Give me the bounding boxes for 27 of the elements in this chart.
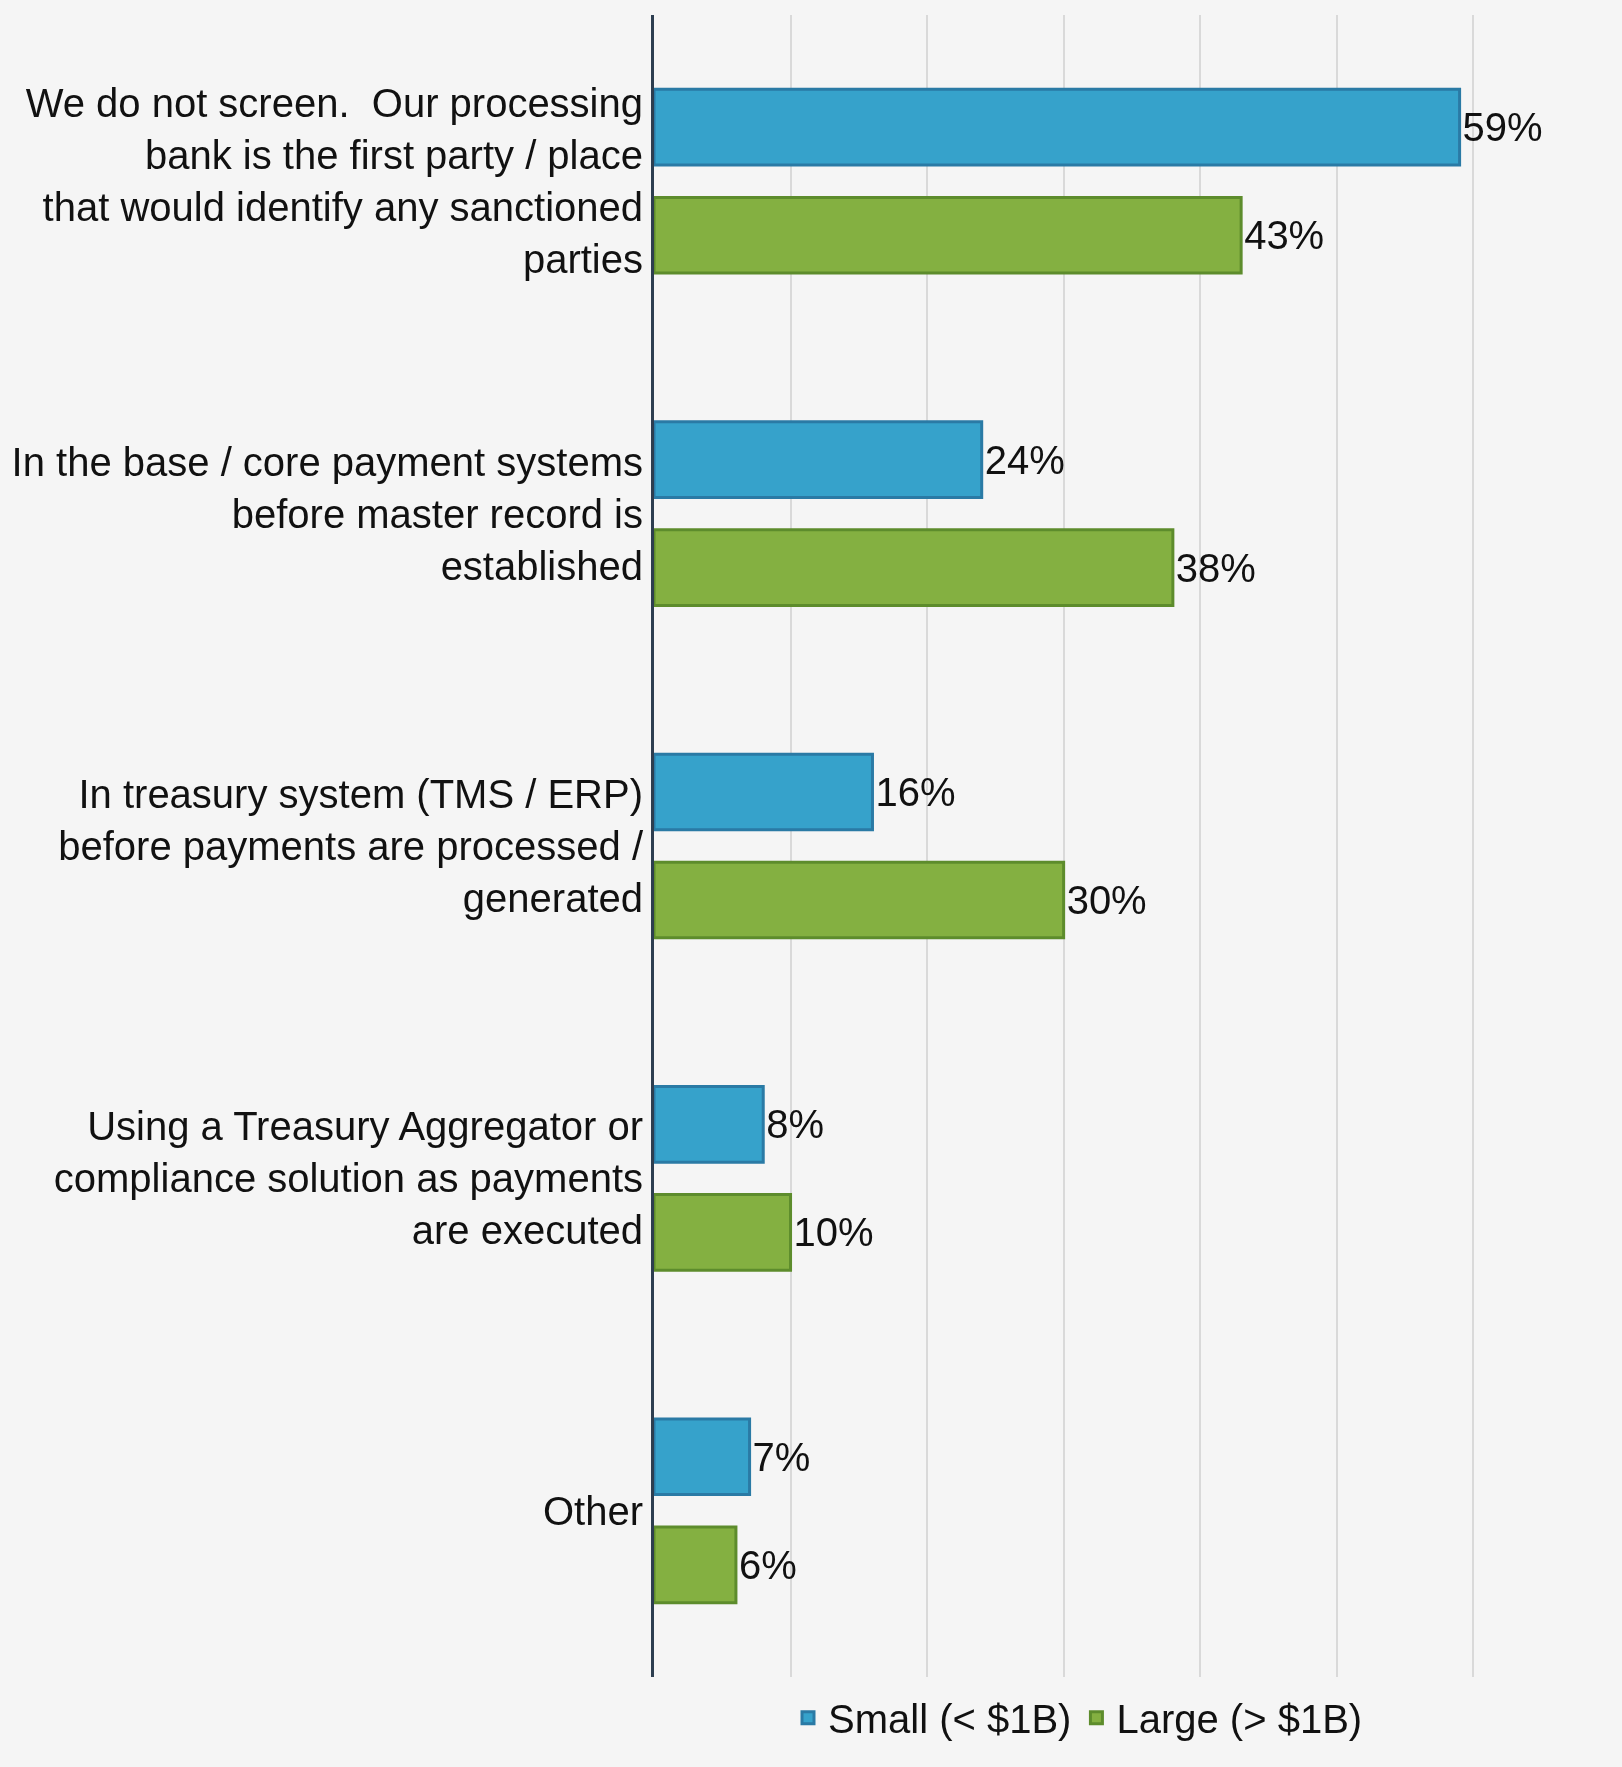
legend-label: Small (< $1B) bbox=[828, 1697, 1072, 1742]
bar bbox=[654, 752, 874, 832]
data-label: 16% bbox=[875, 769, 956, 814]
data-label: 10% bbox=[793, 1210, 874, 1255]
bar bbox=[654, 87, 1462, 167]
data-label: 43% bbox=[1244, 213, 1325, 258]
y-tick-label: Other bbox=[542, 1488, 643, 1533]
bar bbox=[654, 860, 1066, 940]
bar bbox=[654, 1085, 765, 1164]
bar bbox=[654, 1417, 752, 1497]
y-tick-label: We do not screen. Our processing bank is the first party / place that would identify any sanctioned parties bbox=[25, 81, 643, 282]
y-tick-label: In the base / core payment systems before master record is established bbox=[11, 439, 643, 588]
y-tick-label: In treasury system (TMS / ERP) before payments are processed / generated bbox=[58, 772, 644, 920]
bar bbox=[654, 420, 984, 499]
y-tick-label: Using a Treasury Aggregator or compliance solution as payments are executed bbox=[53, 1104, 643, 1253]
bar bbox=[654, 1193, 793, 1272]
data-label: 30% bbox=[1066, 878, 1147, 923]
data-label: 38% bbox=[1175, 545, 1256, 590]
data-label: 59% bbox=[1462, 105, 1543, 150]
legend-label: Large (> $1B) bbox=[1116, 1697, 1363, 1742]
data-label: 24% bbox=[984, 437, 1065, 482]
bar bbox=[654, 195, 1243, 275]
data-label: 6% bbox=[738, 1542, 797, 1587]
bar bbox=[654, 1525, 738, 1605]
data-label: 8% bbox=[766, 1102, 825, 1147]
data-label: 7% bbox=[752, 1434, 811, 1479]
bar bbox=[654, 528, 1175, 607]
